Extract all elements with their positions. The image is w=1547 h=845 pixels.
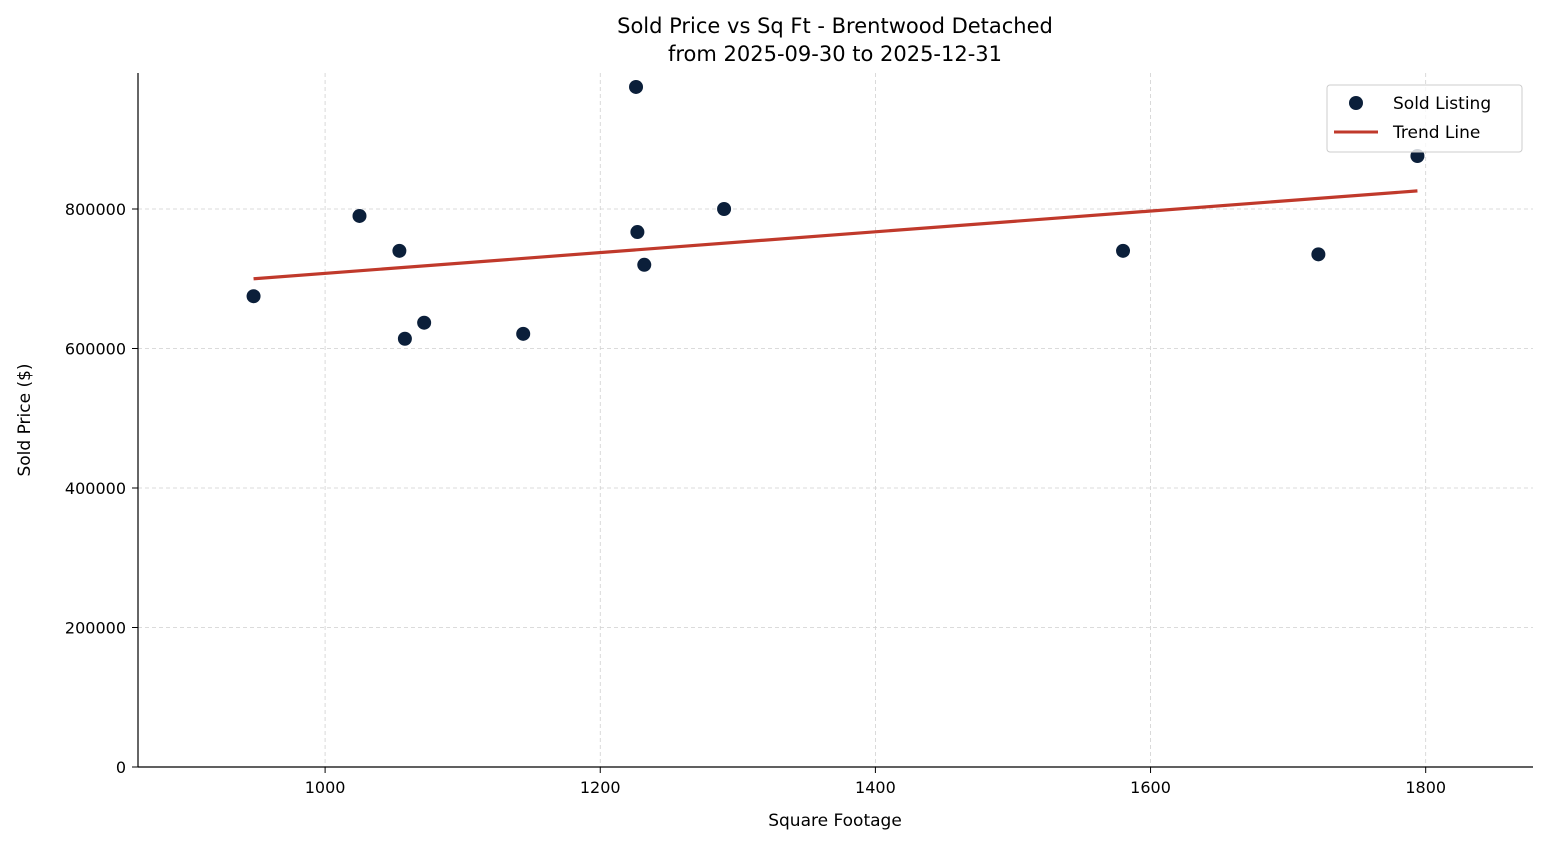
chart-title: Sold Price vs Sq Ft - Brentwood Detached	[617, 14, 1053, 38]
x-tick-label: 1800	[1405, 778, 1446, 797]
y-tick-label: 200000	[65, 619, 126, 638]
data-point	[629, 79, 644, 94]
x-tick-label: 1200	[580, 778, 621, 797]
y-tick-label: 600000	[65, 340, 126, 359]
y-axis-label: Sold Price ($)	[15, 363, 35, 476]
x-tick-label: 1600	[1130, 778, 1171, 797]
legend-label-sold-listing: Sold Listing	[1393, 94, 1491, 114]
x-tick-label: 1000	[305, 778, 346, 797]
grid	[138, 73, 1533, 767]
legend-box	[1326, 84, 1523, 153]
data-point	[417, 315, 432, 330]
legend: Sold Listing Trend Line	[1326, 84, 1523, 153]
trend-line	[253, 189, 1418, 281]
data-point	[1311, 247, 1326, 262]
data-point	[392, 243, 407, 258]
data-point	[717, 202, 732, 217]
data-point	[1410, 149, 1425, 164]
x-ticks: 1000 1200 1400 1600 1800	[305, 767, 1446, 797]
points-layer	[246, 79, 1425, 346]
data-point	[637, 257, 652, 272]
data-point	[352, 208, 367, 223]
legend-marker-sold-listing	[1349, 96, 1363, 110]
x-axis-label: Square Footage	[768, 811, 902, 831]
data-point	[397, 331, 412, 346]
data-point	[516, 326, 531, 341]
y-tick-label: 800000	[65, 200, 126, 219]
trend-line-layer	[253, 189, 1418, 281]
data-point	[1116, 243, 1131, 258]
legend-label-trend-line: Trend Line	[1392, 123, 1480, 143]
data-point	[246, 289, 261, 304]
chart-subtitle: from 2025-09-30 to 2025-12-31	[668, 42, 1002, 66]
data-point	[630, 225, 645, 240]
y-tick-label: 0	[116, 758, 126, 777]
y-tick-label: 400000	[65, 479, 126, 498]
y-ticks: 0 200000 400000 600000 800000	[65, 200, 138, 777]
x-tick-label: 1400	[855, 778, 896, 797]
